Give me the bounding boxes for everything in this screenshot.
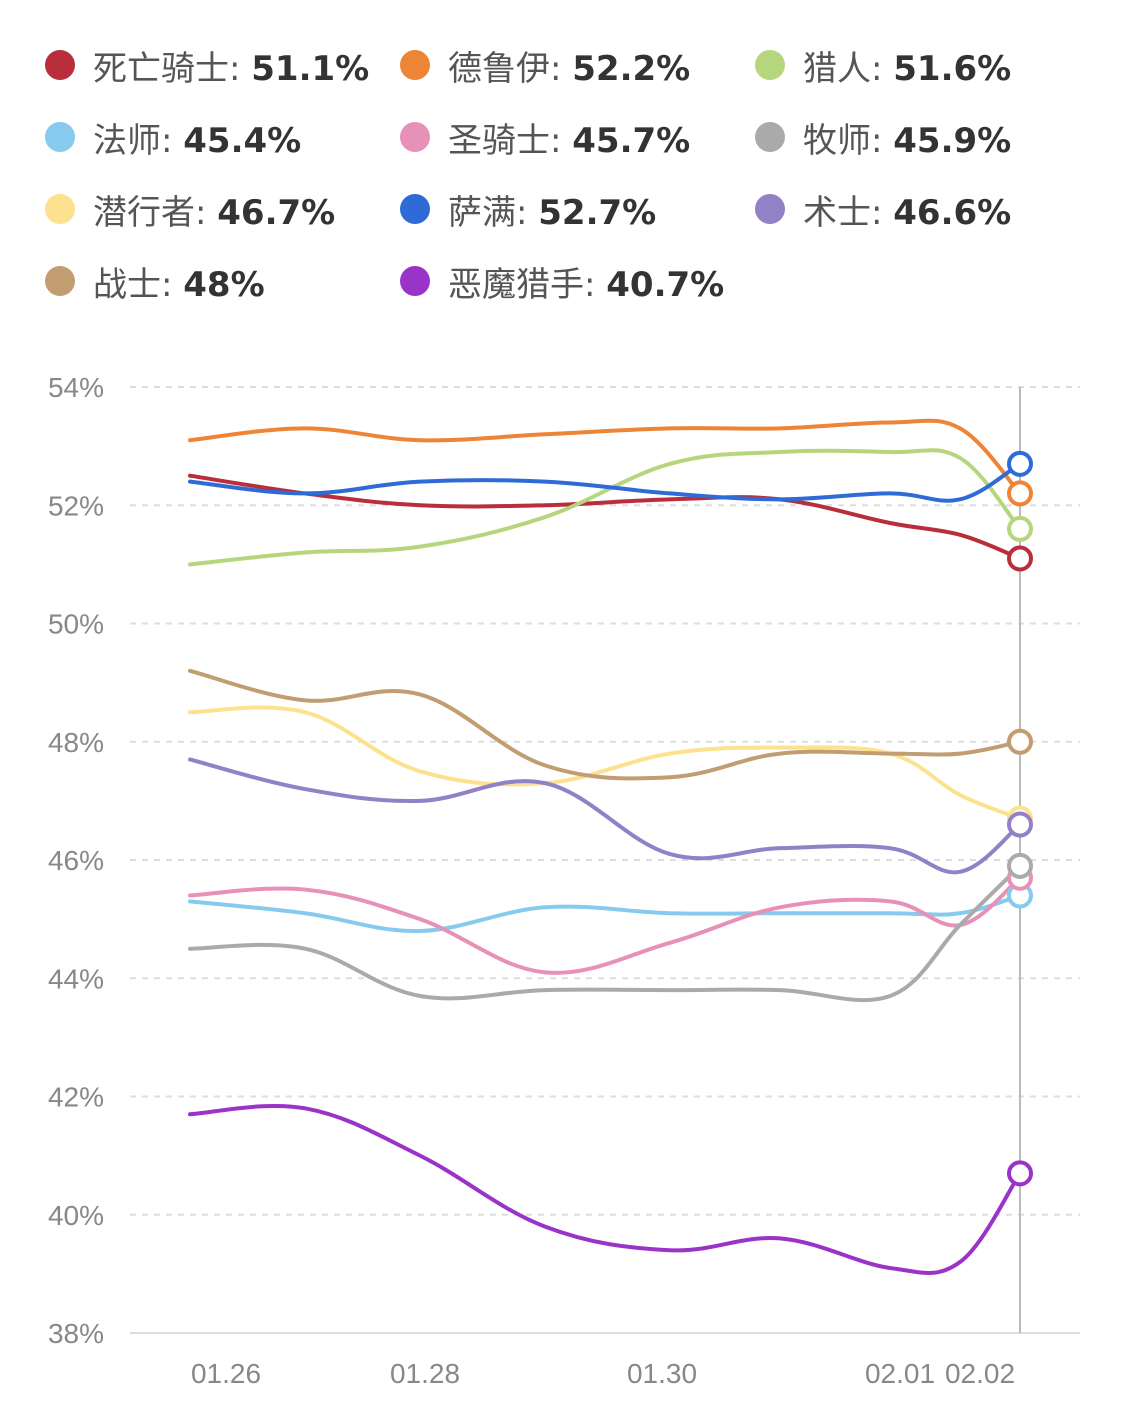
legend-label: 术士: xyxy=(803,192,894,233)
y-tick-label: 44% xyxy=(48,963,104,994)
legend-dot-icon xyxy=(755,122,785,152)
legend-label: 法师: xyxy=(93,120,184,161)
legend-item[interactable]: 牧师: 45.9% xyxy=(755,102,1011,172)
chart-legend: 死亡骑士: 51.1% 德鲁伊: 52.2% 猎人: 51.6% 法师: 45.4% 圣… xyxy=(45,30,1105,320)
series-line[interactable] xyxy=(188,757,1022,875)
legend-item[interactable]: 战士: 48% xyxy=(45,246,265,316)
legend-item[interactable]: 死亡骑士: 51.1% xyxy=(45,30,369,100)
series-end-marker[interactable] xyxy=(1007,450,1033,477)
legend-dot-icon xyxy=(755,194,785,224)
series-line[interactable] xyxy=(188,863,1022,1003)
legend-item[interactable]: 萨满: 52.7% xyxy=(400,174,656,244)
legend-label: 恶魔猎手: xyxy=(448,264,607,305)
legend-item[interactable]: 法师: 45.4% xyxy=(45,102,301,172)
legend-dot-icon xyxy=(45,122,75,152)
x-tick-label: 01.26 xyxy=(191,1358,261,1389)
series-end-marker[interactable] xyxy=(1007,728,1033,755)
legend-dot-icon xyxy=(400,50,430,80)
legend-dot-icon xyxy=(45,266,75,296)
series-end-marker[interactable] xyxy=(1007,545,1033,572)
y-tick-label: 40% xyxy=(48,1200,104,1231)
y-tick-label: 48% xyxy=(48,727,104,758)
y-tick-label: 46% xyxy=(48,845,104,876)
legend-dot-icon xyxy=(45,194,75,224)
legend-item[interactable]: 恶魔猎手: 40.7% xyxy=(400,246,724,316)
y-tick-label: 50% xyxy=(48,609,104,640)
legend-value: 52.7% xyxy=(538,192,657,233)
series-end-marker[interactable] xyxy=(1007,1160,1033,1187)
legend-label: 死亡骑士: xyxy=(93,48,252,89)
series-line[interactable] xyxy=(188,705,1022,821)
legend-label: 圣骑士: xyxy=(448,120,573,161)
legend-item[interactable]: 潜行者: 46.7% xyxy=(45,174,335,244)
legend-dot-icon xyxy=(400,122,430,152)
y-tick-label: 42% xyxy=(48,1082,104,1113)
legend-label: 猎人: xyxy=(803,48,894,89)
series-line[interactable] xyxy=(188,448,1022,567)
legend-label: 战士: xyxy=(93,264,184,305)
legend-item[interactable]: 圣骑士: 45.7% xyxy=(400,102,690,172)
legend-value: 52.2% xyxy=(572,48,691,89)
series-line[interactable] xyxy=(188,875,1022,975)
y-tick-label: 52% xyxy=(48,490,104,521)
x-tick-label: 01.28 xyxy=(390,1358,460,1389)
x-tick-label: 02.02 xyxy=(945,1358,1015,1389)
legend-value: 40.7% xyxy=(606,264,725,305)
legend-label: 德鲁伊: xyxy=(448,48,573,89)
legend-label: 牧师: xyxy=(803,120,894,161)
y-tick-label: 38% xyxy=(48,1318,104,1349)
series-line[interactable] xyxy=(188,1104,1022,1275)
series-line[interactable] xyxy=(188,893,1022,933)
x-tick-label: 01.30 xyxy=(627,1358,697,1389)
legend-label: 潜行者: xyxy=(93,192,218,233)
series-end-marker[interactable] xyxy=(1007,852,1033,879)
legend-value: 48% xyxy=(183,264,265,305)
series-end-marker[interactable] xyxy=(1007,811,1033,838)
legend-dot-icon xyxy=(400,266,430,296)
series-line[interactable] xyxy=(188,668,1022,781)
legend-value: 46.7% xyxy=(217,192,336,233)
legend-value: 51.1% xyxy=(251,48,370,89)
legend-dot-icon xyxy=(755,50,785,80)
legend-value: 45.9% xyxy=(893,120,1012,161)
legend-dot-icon xyxy=(45,50,75,80)
legend-value: 45.7% xyxy=(572,120,691,161)
legend-value: 45.4% xyxy=(183,120,302,161)
legend-value: 46.6% xyxy=(893,192,1012,233)
series-line[interactable] xyxy=(188,418,1022,496)
legend-value: 51.6% xyxy=(893,48,1012,89)
series-line[interactable] xyxy=(188,473,1022,561)
y-tick-label: 54% xyxy=(48,372,104,403)
legend-item[interactable]: 德鲁伊: 52.2% xyxy=(400,30,690,100)
legend-item[interactable]: 术士: 46.6% xyxy=(755,174,1011,244)
series-end-marker[interactable] xyxy=(1007,480,1033,507)
legend-label: 萨满: xyxy=(448,192,539,233)
legend-dot-icon xyxy=(400,194,430,224)
x-tick-label: 02.01 xyxy=(865,1358,935,1389)
series-line[interactable] xyxy=(188,461,1022,503)
legend-item[interactable]: 猎人: 51.6% xyxy=(755,30,1011,100)
series-end-marker[interactable] xyxy=(1007,515,1033,542)
